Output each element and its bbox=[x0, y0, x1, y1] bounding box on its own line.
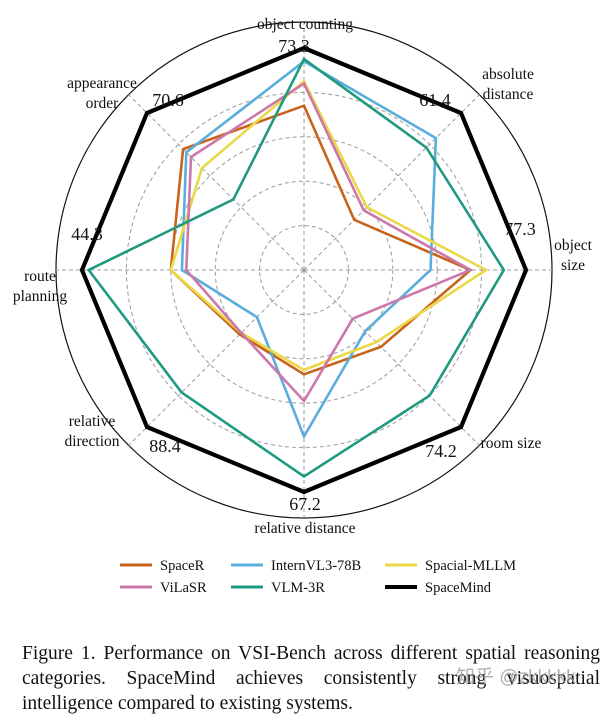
axis-label-line: object bbox=[554, 237, 593, 254]
axis-max-value-4: 74.2 bbox=[425, 441, 457, 461]
radar-grid bbox=[55, 21, 553, 519]
axis-label-line: room size bbox=[481, 435, 542, 452]
legend-label-5: VLM-3R bbox=[271, 580, 325, 596]
legend-label-1: SpaceR bbox=[160, 558, 205, 574]
legend: SpaceR InternVL3-78B Spacial-MLLM ViLaSR VLM… bbox=[120, 558, 516, 596]
axis-label-7: route planning bbox=[13, 268, 67, 305]
series-vlm-3r bbox=[86, 57, 506, 479]
radar-chart: object counting 73.3 absolute distance 61.4 o… bbox=[13, 16, 593, 596]
series-internvl3-78b bbox=[180, 59, 438, 440]
axis-label-4: room size bbox=[481, 435, 542, 452]
watermark: 知乎 @zkkkkk bbox=[456, 667, 576, 688]
series-spacemind bbox=[79, 45, 529, 495]
series-spacer bbox=[169, 104, 473, 376]
axis-max-value-8: 70.6 bbox=[152, 90, 184, 110]
radar-series bbox=[79, 45, 529, 495]
axis-label-line: relative distance bbox=[254, 520, 355, 537]
axis-label-line: planning bbox=[13, 288, 67, 305]
spoke-4 bbox=[303, 269, 480, 446]
axis-label-1: object counting bbox=[257, 16, 353, 33]
axis-label-5: relative distance bbox=[254, 520, 355, 537]
axis-label-line: appearance bbox=[67, 75, 137, 92]
legend-label-6: SpaceMind bbox=[425, 580, 492, 596]
axis-label-3: object size bbox=[554, 237, 593, 274]
radar-labels: object counting 73.3 absolute distance 61.4 o… bbox=[13, 16, 593, 537]
axis-label-line: route bbox=[24, 268, 56, 285]
grid-circle-2 bbox=[214, 180, 394, 360]
axis-max-value-5: 67.2 bbox=[289, 494, 321, 514]
spoke-8 bbox=[128, 94, 305, 271]
spoke-6 bbox=[128, 269, 305, 446]
axis-label-line: relative bbox=[69, 413, 116, 430]
series-vilasr bbox=[184, 81, 474, 404]
legend-label-4: ViLaSR bbox=[160, 580, 207, 596]
axis-label-line: order bbox=[86, 95, 120, 112]
spoke-2 bbox=[303, 94, 480, 271]
axis-max-value-3: 77.3 bbox=[504, 219, 536, 239]
figure-caption: Figure 1. Performance on VSI-Bench acros… bbox=[22, 643, 600, 714]
axis-max-value-7: 44.3 bbox=[71, 224, 103, 244]
legend-label-3: Spacial-MLLM bbox=[425, 558, 516, 574]
axis-label-2: absolute distance bbox=[482, 66, 534, 103]
axis-max-value-1: 73.3 bbox=[278, 36, 310, 56]
axis-label-line: distance bbox=[483, 86, 534, 103]
axis-label-line: size bbox=[561, 257, 585, 274]
axis-label-6: relative direction bbox=[64, 413, 119, 450]
axis-max-value-6: 88.4 bbox=[149, 436, 181, 456]
series-spacial-mllm bbox=[169, 79, 489, 372]
axis-max-value-2: 61.4 bbox=[419, 90, 451, 110]
legend-label-2: InternVL3-78B bbox=[271, 558, 361, 574]
axis-label-line: object counting bbox=[257, 16, 353, 33]
axis-label-line: absolute bbox=[482, 66, 534, 83]
axis-label-line: direction bbox=[64, 433, 119, 450]
axis-label-8: appearance order bbox=[67, 75, 137, 112]
